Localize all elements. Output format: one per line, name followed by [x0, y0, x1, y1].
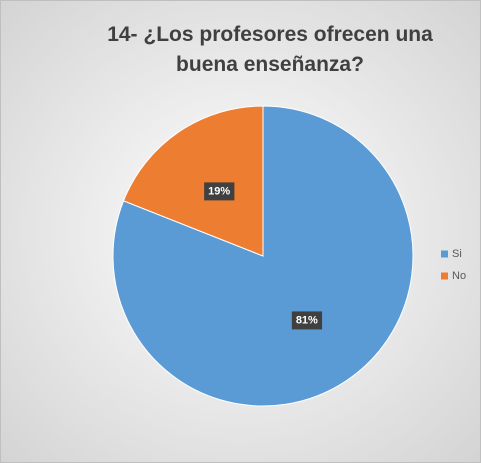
data-labels: 81% 19% — [204, 182, 323, 330]
data-label: 81% — [296, 314, 318, 326]
pie — [112, 105, 414, 407]
data-label-box — [204, 182, 235, 201]
chart-title: 14- ¿Los profesores ofrecen una buena en… — [107, 23, 433, 76]
legend-label: No — [452, 270, 466, 282]
legend-swatch — [441, 272, 448, 280]
legend-swatch — [441, 250, 448, 258]
pie-slice — [122, 105, 264, 257]
data-label: 19% — [208, 185, 230, 197]
legend: Si No — [441, 248, 466, 282]
legend-label: Si — [452, 248, 462, 260]
data-label-box — [291, 311, 323, 330]
